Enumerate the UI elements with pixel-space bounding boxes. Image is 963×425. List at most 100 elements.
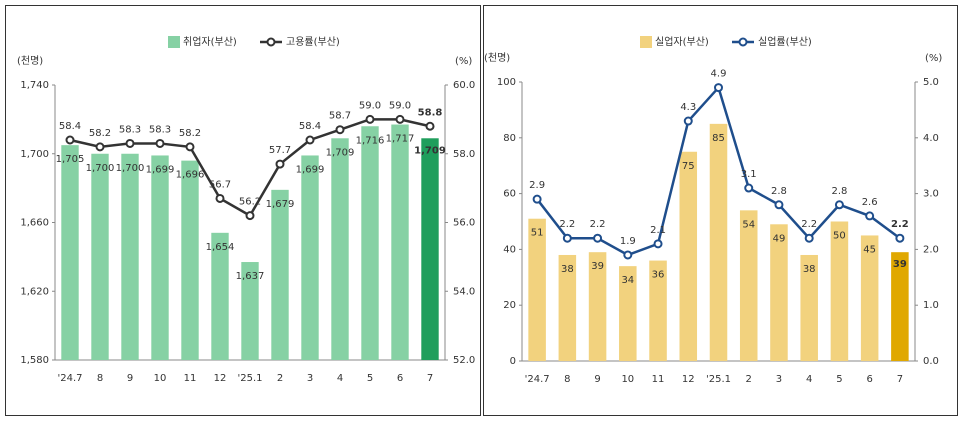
line-point: [335, 125, 345, 135]
line-point: [774, 200, 784, 210]
line-value-label: 1.9: [620, 236, 636, 247]
y-tick-label: 1,660: [20, 218, 49, 229]
bar-value-label: 38: [803, 264, 816, 275]
bar: [739, 210, 758, 361]
y-tick-label: 40: [503, 244, 516, 255]
bar-value-label: 1,696: [176, 170, 205, 181]
legend-label: 취업자(부산): [183, 35, 237, 48]
line-value-label: 58.2: [89, 128, 111, 139]
x-tick-label: '25.1: [237, 373, 262, 384]
bar: [271, 189, 289, 360]
line-value-label: 58.3: [119, 124, 141, 135]
line-point: [275, 159, 285, 169]
legend-swatch: [640, 36, 652, 48]
y2-tick-label: 4.0: [923, 133, 939, 144]
y2-tick-label: 0.0: [923, 356, 939, 367]
line-value-label: 59.0: [359, 100, 381, 111]
y-unit: (천명): [484, 52, 510, 64]
x-tick-label: 4: [337, 373, 343, 384]
line-point: [532, 194, 542, 204]
bar-value-label: 51: [531, 228, 544, 239]
x-tick-label: 10: [621, 374, 634, 385]
y-tick-label: 20: [503, 300, 516, 311]
line-point: [714, 83, 723, 93]
line-value-label: 2.2: [891, 219, 909, 230]
y2-tick-label: 3.0: [923, 189, 939, 200]
bar-value-label: 1,679: [266, 199, 295, 210]
x-tick-label: 7: [897, 374, 903, 385]
bar-value-label: 75: [682, 161, 695, 172]
x-tick-label: '24.7: [525, 374, 550, 385]
bar: [588, 252, 607, 361]
y2-tick-label: 52.0: [453, 355, 475, 366]
line-point: [215, 193, 225, 203]
x-tick-label: 9: [127, 373, 133, 384]
line-point: [683, 116, 693, 126]
legend-swatch: [266, 37, 276, 47]
bar-value-label: 1,716: [356, 135, 385, 146]
line-value-label: 3.1: [741, 169, 757, 180]
y2-unit: (%): [455, 56, 472, 67]
bar-value-label: 1,699: [296, 164, 325, 175]
line-point: [653, 239, 663, 249]
bar-value-label: 54: [742, 219, 755, 230]
y2-tick-label: 58.0: [453, 149, 475, 160]
bar: [181, 160, 199, 360]
line-point: [65, 135, 75, 145]
line-point: [593, 233, 603, 243]
bar-value-label: 1,717: [386, 134, 415, 145]
y2-tick-label: 60.0: [453, 80, 475, 91]
bar-value-label: 49: [773, 233, 786, 244]
line-value-label: 58.2: [179, 128, 201, 139]
x-tick-label: 3: [776, 374, 782, 385]
y-tick-label: 1,740: [20, 80, 49, 91]
bar-value-label: 1,700: [116, 163, 145, 174]
bar: [211, 232, 229, 360]
bar-value-label: 1,709: [414, 145, 446, 156]
x-tick-label: 9: [594, 374, 600, 385]
bar: [800, 254, 818, 361]
x-tick-label: 5: [836, 374, 842, 385]
x-tick-label: 2: [746, 374, 752, 385]
legend-swatch: [168, 36, 180, 48]
line-point: [185, 142, 195, 152]
bar-value-label: 50: [833, 231, 846, 242]
line-value-label: 4.3: [680, 102, 696, 113]
line-point: [155, 138, 165, 148]
line-point: [744, 183, 754, 193]
x-tick-label: 8: [97, 373, 103, 384]
x-tick-label: 10: [154, 373, 167, 384]
line-value-label: 2.8: [831, 186, 847, 197]
line-point: [245, 211, 255, 221]
bar: [151, 155, 169, 360]
x-tick-label: 5: [367, 373, 373, 384]
bar-value-label: 1,637: [236, 271, 265, 282]
x-tick-label: '25.1: [706, 374, 731, 385]
bar: [301, 155, 319, 360]
bar-value-label: 1,700: [86, 163, 115, 174]
y2-tick-label: 1.0: [923, 300, 939, 311]
y-tick-label: 1,580: [20, 355, 49, 366]
y-unit: (천명): [17, 55, 43, 67]
bar: [241, 262, 259, 360]
x-tick-label: 12: [214, 373, 227, 384]
line-value-label: 59.0: [389, 100, 411, 111]
line-value-label: 2.2: [590, 219, 606, 230]
bar-value-label: 1,705: [56, 154, 85, 165]
y-tick-label: 60: [503, 189, 516, 200]
bar: [770, 224, 788, 361]
x-tick-label: 7: [427, 373, 433, 384]
x-tick-label: 11: [184, 373, 197, 384]
line-value-label: 2.9: [529, 180, 545, 191]
line-value-label: 58.4: [299, 121, 321, 132]
line-value-label: 2.2: [559, 219, 575, 230]
x-tick-label: 11: [652, 374, 665, 385]
line-value-label: 2.8: [771, 186, 787, 197]
line-point: [125, 138, 135, 148]
bar-value-label: 38: [561, 264, 574, 275]
line-point: [95, 142, 105, 152]
bar: [421, 138, 439, 360]
legend-label: 실업자(부산): [655, 35, 709, 48]
x-tick-label: 4: [806, 374, 812, 385]
line-point: [804, 233, 814, 243]
